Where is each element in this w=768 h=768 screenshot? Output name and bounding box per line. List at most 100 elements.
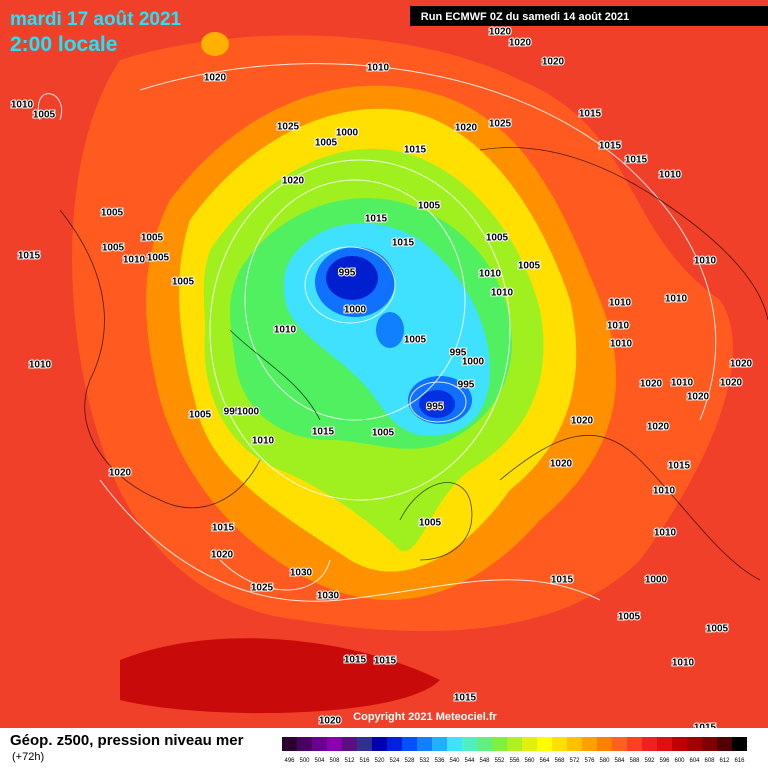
isobar-label: 1010 xyxy=(29,360,52,371)
low-core xyxy=(419,390,455,418)
isobar-label: 1005 xyxy=(102,243,125,254)
legend-tick-label: 584 xyxy=(614,758,625,764)
legend-swatch xyxy=(672,737,687,751)
low-core xyxy=(326,256,378,300)
legend-tick-label: 508 xyxy=(329,758,340,764)
isobar-label: 1005 xyxy=(147,253,170,264)
run-label: Run ECMWF 0Z du samedi 14 août 2021 xyxy=(421,11,629,23)
isobar-label: 1020 xyxy=(720,378,743,389)
isobar-label: 1010 xyxy=(671,378,694,389)
legend-swatch xyxy=(372,737,387,751)
legend-tick-label: 592 xyxy=(644,758,655,764)
legend-swatch xyxy=(447,737,462,751)
legend-swatch xyxy=(297,737,312,751)
isobar-label: 1020 xyxy=(571,416,594,427)
legend-swatch xyxy=(702,737,717,751)
isobar-label: 1010 xyxy=(11,100,34,111)
isobar-label: 1005 xyxy=(33,110,56,121)
legend-tick-label: 604 xyxy=(689,758,700,764)
isobar-label: 1030 xyxy=(290,568,313,579)
isobar-label: 1015 xyxy=(374,656,397,667)
isobar-label: 995 xyxy=(427,402,444,413)
isobar-label: 1025 xyxy=(489,119,512,130)
legend-swatch xyxy=(432,737,447,751)
isobar-label: 1015 xyxy=(579,109,602,120)
isobar-label: 1005 xyxy=(372,428,395,439)
isobar-label: 1010 xyxy=(659,170,682,181)
isobar-label: 1010 xyxy=(123,255,146,266)
low-small xyxy=(376,312,404,348)
legend-tick-label: 500 xyxy=(299,758,310,764)
legend-tick-label: 544 xyxy=(464,758,475,764)
isobar-label: 995 xyxy=(224,407,241,418)
isobar-label: 1020 xyxy=(687,392,710,403)
legend-swatch xyxy=(417,737,432,751)
legend-tick-label: 556 xyxy=(509,758,520,764)
isobar-label: 1020 xyxy=(730,359,753,370)
legend-tick-label: 616 xyxy=(734,758,745,764)
legend-swatch xyxy=(537,737,552,751)
isobar-label: 1010 xyxy=(672,658,695,669)
legend-tick-label: 612 xyxy=(719,758,730,764)
isobar-label: 1025 xyxy=(277,122,300,133)
isobar-label: 1005 xyxy=(172,277,195,288)
isobar-label: 1010 xyxy=(367,63,390,74)
legend-swatch xyxy=(687,737,702,751)
legend-tick-label: 572 xyxy=(569,758,580,764)
legend-tick-label: 588 xyxy=(629,758,640,764)
isobar-label: 1015 xyxy=(404,145,427,156)
isobar-label: 1010 xyxy=(479,269,502,280)
isobar-label: 1010 xyxy=(607,321,630,332)
isobar-label: 1005 xyxy=(189,410,212,421)
isobar-label: 1020 xyxy=(109,468,132,479)
isobar-label: 1005 xyxy=(706,624,729,635)
isobar-label: 1005 xyxy=(419,518,442,529)
legend-swatch xyxy=(342,737,357,751)
field-dark-red xyxy=(120,638,440,714)
legend-swatch xyxy=(612,737,627,751)
legend-tick-label: 496 xyxy=(284,758,295,764)
legend-swatch xyxy=(717,737,732,751)
isobar-label: 1005 xyxy=(418,201,441,212)
isobar-label: 1015 xyxy=(312,427,335,438)
isobar-label: 1005 xyxy=(404,335,427,346)
isobar-label: 1020 xyxy=(647,422,670,433)
isobar-label: 1010 xyxy=(610,339,633,350)
isobar-label: 1010 xyxy=(665,294,688,305)
isobar-label: 1020 xyxy=(455,123,478,134)
legend: 496 500 504 508 512 516 520 524 528 532 536 540 544 5… xyxy=(282,737,747,764)
legend-tick-label: 504 xyxy=(314,758,325,764)
isobar-label: 1020 xyxy=(211,550,234,561)
legend-swatch xyxy=(552,737,567,751)
legend-tick-label: 540 xyxy=(449,758,460,764)
isobar-label: 1020 xyxy=(640,379,663,390)
isobar-label: 1005 xyxy=(518,261,541,272)
legend-swatch xyxy=(387,737,402,751)
legend-swatch xyxy=(327,737,342,751)
legend-swatch xyxy=(477,737,492,751)
isobar-label: 1000 xyxy=(237,407,260,418)
isobar-label: 1020 xyxy=(489,27,512,38)
isobar-label: 1020 xyxy=(509,38,532,49)
isobar-label: 1015 xyxy=(668,461,691,472)
legend-swatch xyxy=(357,737,372,751)
isobar-label: 1000 xyxy=(344,305,367,316)
isobar-label: 1020 xyxy=(282,176,305,187)
isobar-label: 1020 xyxy=(204,73,227,84)
isobar-label: 1005 xyxy=(141,233,164,244)
legend-tick-label: 512 xyxy=(344,758,355,764)
legend-tick-label: 552 xyxy=(494,758,505,764)
isobar-label: 1000 xyxy=(462,357,485,368)
legend-swatch xyxy=(732,737,747,751)
isobar-label: 995 xyxy=(458,380,475,391)
legend-swatch xyxy=(567,737,582,751)
legend-swatch xyxy=(462,737,477,751)
isobar-label: 1010 xyxy=(694,256,717,267)
isobar-label: 1015 xyxy=(365,214,388,225)
isobar-label: 1020 xyxy=(550,459,573,470)
copyright: Copyright 2021 Meteociel.fr xyxy=(353,711,497,723)
legend-tick-label: 516 xyxy=(359,758,370,764)
legend-tick-label: 524 xyxy=(389,758,400,764)
